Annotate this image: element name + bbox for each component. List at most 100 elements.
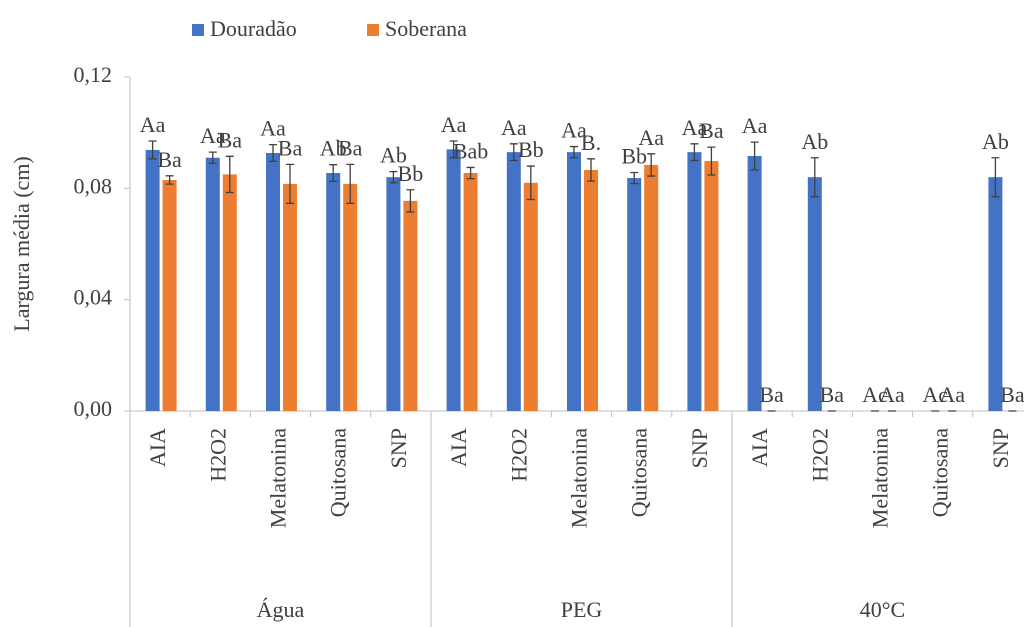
group-label: 40°C xyxy=(860,597,905,622)
error-bar xyxy=(346,163,355,205)
x-tick-label: AIA xyxy=(145,428,170,467)
y-tick-label: 0,12 xyxy=(74,62,113,87)
error-bar xyxy=(526,165,535,201)
bar-label: Aa xyxy=(441,112,467,137)
x-tick-label: Quitosana xyxy=(928,428,953,517)
bar xyxy=(222,174,237,411)
bar xyxy=(807,177,822,411)
bar xyxy=(523,182,538,411)
error-bar xyxy=(286,163,294,205)
error-bar xyxy=(647,153,656,177)
error-bar xyxy=(707,146,716,176)
error-bar xyxy=(225,155,234,194)
bar-label: Bb xyxy=(398,161,424,186)
x-tick-label: SNP xyxy=(386,428,411,468)
bar-label: Aa xyxy=(260,116,286,141)
bar-label: Ab xyxy=(801,129,828,154)
bar xyxy=(567,152,581,411)
bar-label: Ba xyxy=(699,118,724,143)
x-tick-label: Melatonina xyxy=(567,428,592,528)
bar xyxy=(343,183,358,411)
bar xyxy=(747,156,762,411)
error-bar xyxy=(389,170,398,184)
error-bar xyxy=(329,164,338,183)
error-bar xyxy=(690,143,699,162)
x-tick-label: SNP xyxy=(988,428,1013,468)
bar-label: Ba xyxy=(759,382,784,407)
bar-label: Aa xyxy=(879,382,905,407)
bar xyxy=(446,149,461,411)
group-label: Água xyxy=(257,597,305,622)
error-bar xyxy=(406,189,415,213)
error-bar xyxy=(630,171,639,185)
bar xyxy=(584,169,598,411)
bar xyxy=(326,173,341,411)
bar xyxy=(704,161,719,411)
legend-label: Soberana xyxy=(385,16,467,41)
bar-label: Aa xyxy=(682,115,708,140)
bar xyxy=(687,152,702,411)
y-tick-label: 0,08 xyxy=(74,173,113,198)
x-tick-label: AIA xyxy=(747,428,772,467)
bar xyxy=(463,173,478,411)
group-label: PEG xyxy=(561,597,603,622)
bar xyxy=(205,157,220,411)
bar-label: Aa xyxy=(140,112,166,137)
x-tick-label: Quitosana xyxy=(326,428,351,517)
bar xyxy=(283,183,297,411)
bar xyxy=(506,152,521,411)
y-axis-label: Largura média (cm) xyxy=(9,156,34,332)
error-bar xyxy=(587,158,595,182)
x-tick-label: AIA xyxy=(446,428,471,467)
error-bar xyxy=(148,140,157,160)
bar-label: Ac xyxy=(862,382,888,407)
error-bar xyxy=(466,166,475,180)
bar-label: Aa xyxy=(200,123,226,148)
bar-label: Aa xyxy=(561,118,587,143)
bar-label: B. xyxy=(581,130,601,155)
bar-label: Ba xyxy=(218,127,243,152)
bar-label: Ba xyxy=(278,135,303,160)
y-tick-label: 0,00 xyxy=(74,396,113,421)
y-tick-label: 0,04 xyxy=(74,285,113,310)
legend-swatch xyxy=(367,24,379,36)
x-tick-label: SNP xyxy=(687,428,712,468)
error-bar xyxy=(810,157,819,198)
x-tick-label: Quitosana xyxy=(627,428,652,517)
bar-label: Ac xyxy=(922,382,948,407)
bar xyxy=(162,179,177,411)
bar xyxy=(145,149,160,411)
x-tick-label: Melatonina xyxy=(868,428,893,528)
bar-label: Bb xyxy=(518,137,544,162)
error-bar xyxy=(208,151,217,164)
bar-label: Bab xyxy=(453,139,488,164)
bar-label: Ba xyxy=(338,135,363,160)
x-tick-label: H2O2 xyxy=(506,428,531,482)
error-bar xyxy=(991,157,1000,198)
bar xyxy=(988,177,1003,411)
error-bar xyxy=(509,143,518,162)
error-bar xyxy=(750,141,759,171)
error-bar xyxy=(449,140,458,159)
legend-label: Douradão xyxy=(210,16,297,41)
bar-label: Bb xyxy=(621,144,647,169)
bar xyxy=(386,177,401,411)
x-tick-label: H2O2 xyxy=(807,428,832,482)
bar-label: Ba xyxy=(1000,382,1024,407)
bar xyxy=(266,152,280,412)
bar-label: Aa xyxy=(742,113,768,138)
error-bar xyxy=(269,143,277,162)
x-tick-label: H2O2 xyxy=(205,428,230,482)
bar xyxy=(627,178,642,411)
bar-label: Aa xyxy=(638,125,664,150)
bar xyxy=(644,164,659,411)
bar-label: Ab xyxy=(320,136,347,161)
x-tick-label: Melatonina xyxy=(266,428,291,528)
bar-label: Ba xyxy=(820,382,845,407)
error-bar xyxy=(165,175,174,185)
bar-label: Ba xyxy=(157,147,182,172)
legend-swatch xyxy=(192,24,204,36)
bar xyxy=(403,200,418,411)
error-bar xyxy=(570,145,578,159)
